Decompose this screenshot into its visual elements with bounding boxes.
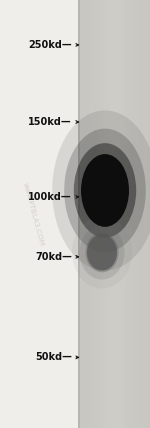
Bar bbox=[128, 0, 131, 428]
Ellipse shape bbox=[72, 217, 132, 288]
Bar bbox=[80, 0, 83, 428]
Ellipse shape bbox=[81, 154, 129, 227]
Bar bbox=[131, 0, 133, 428]
Bar bbox=[78, 0, 80, 428]
Bar bbox=[109, 0, 112, 428]
Bar bbox=[138, 0, 140, 428]
Ellipse shape bbox=[80, 226, 124, 279]
Text: 100kd—: 100kd— bbox=[28, 192, 72, 202]
Bar bbox=[85, 0, 88, 428]
Bar bbox=[97, 0, 100, 428]
Bar bbox=[92, 0, 95, 428]
Bar bbox=[95, 0, 97, 428]
Bar bbox=[133, 0, 136, 428]
Ellipse shape bbox=[52, 110, 150, 270]
Text: 50kd—: 50kd— bbox=[35, 352, 72, 363]
Ellipse shape bbox=[85, 233, 118, 272]
Bar bbox=[114, 0, 116, 428]
Bar bbox=[107, 0, 109, 428]
Bar bbox=[124, 0, 126, 428]
Bar bbox=[83, 0, 85, 428]
Text: 250kd—: 250kd— bbox=[28, 40, 72, 50]
Bar bbox=[126, 0, 128, 428]
Text: www.PTBLA3.COM: www.PTBLA3.COM bbox=[22, 181, 44, 247]
Bar bbox=[136, 0, 138, 428]
Bar bbox=[116, 0, 119, 428]
Bar bbox=[145, 0, 148, 428]
Bar bbox=[143, 0, 145, 428]
Ellipse shape bbox=[74, 143, 136, 238]
Bar bbox=[78, 0, 80, 428]
Bar bbox=[88, 0, 90, 428]
Text: 150kd—: 150kd— bbox=[28, 117, 72, 127]
Bar bbox=[100, 0, 102, 428]
Text: 70kd—: 70kd— bbox=[35, 252, 72, 262]
Bar bbox=[78, 0, 150, 428]
Ellipse shape bbox=[64, 128, 146, 253]
Ellipse shape bbox=[87, 235, 117, 270]
Bar bbox=[148, 0, 150, 428]
Bar bbox=[102, 0, 104, 428]
Bar bbox=[119, 0, 121, 428]
Bar bbox=[112, 0, 114, 428]
Bar bbox=[121, 0, 124, 428]
Bar bbox=[140, 0, 143, 428]
Bar bbox=[90, 0, 92, 428]
Bar bbox=[104, 0, 107, 428]
